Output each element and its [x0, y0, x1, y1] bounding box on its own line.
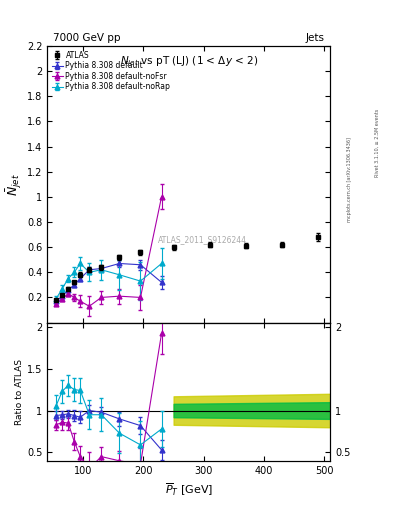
Y-axis label: Ratio to ATLAS: Ratio to ATLAS: [15, 359, 24, 424]
Text: Jets: Jets: [305, 33, 325, 44]
Text: $N_{jet}$ vs pT (LJ) (1 < $\Delta y$ < 2): $N_{jet}$ vs pT (LJ) (1 < $\Delta y$ < 2…: [119, 54, 258, 69]
Text: 7000 GeV pp: 7000 GeV pp: [53, 33, 120, 44]
Legend: ATLAS, Pythia 8.308 default, Pythia 8.308 default-noFsr, Pythia 8.308 default-no: ATLAS, Pythia 8.308 default, Pythia 8.30…: [51, 50, 171, 92]
X-axis label: $\overline{P}_T$ [GeV]: $\overline{P}_T$ [GeV]: [165, 481, 213, 498]
Text: Rivet 3.1.10, ≥ 2.5M events: Rivet 3.1.10, ≥ 2.5M events: [375, 109, 380, 178]
Y-axis label: $\bar{N}_{jet}$: $\bar{N}_{jet}$: [4, 173, 24, 196]
Text: ATLAS_2011_S9126244: ATLAS_2011_S9126244: [158, 235, 247, 244]
Text: mcplots.cern.ch [arXiv:1306.3436]: mcplots.cern.ch [arXiv:1306.3436]: [347, 137, 352, 222]
